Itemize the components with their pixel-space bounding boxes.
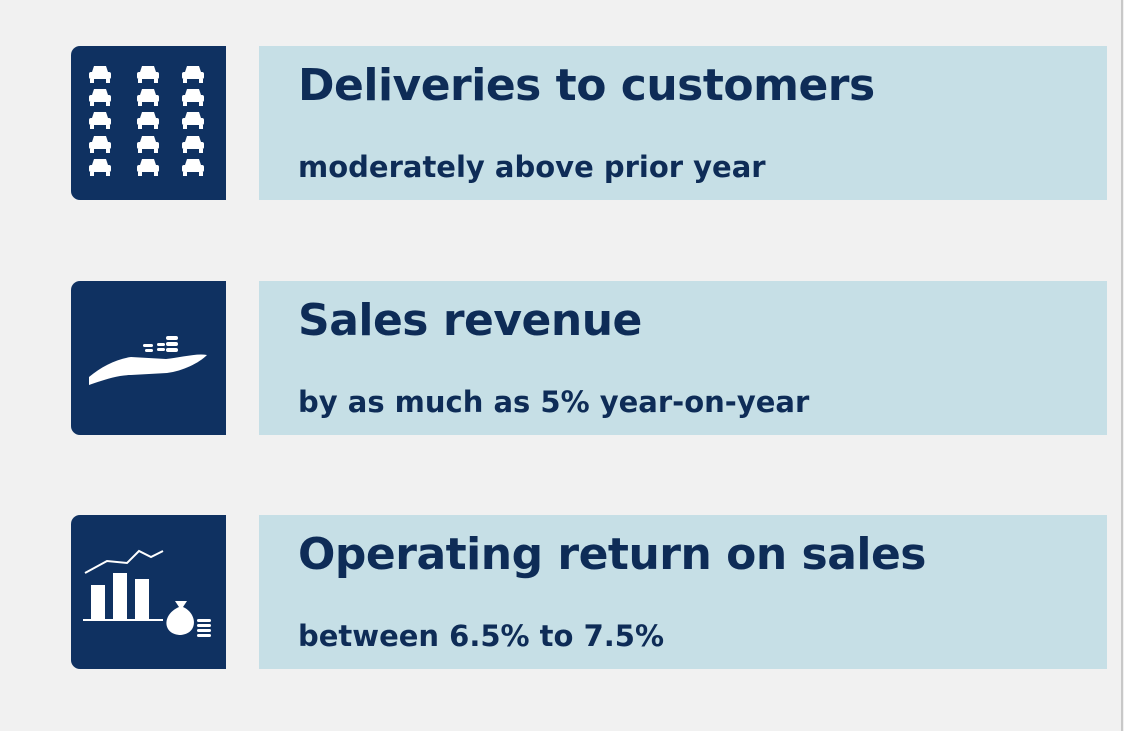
page-edge xyxy=(1121,0,1123,731)
car-icon xyxy=(89,89,111,106)
car-icon xyxy=(89,159,111,176)
item-title: Operating return on sales xyxy=(298,529,927,580)
item-title: Deliveries to customers xyxy=(298,60,875,111)
item-panel: Operating return on sales between 6.5% t… xyxy=(259,515,1107,669)
car-icon xyxy=(137,136,159,153)
car-icon xyxy=(137,112,159,129)
car-icon xyxy=(137,66,159,83)
item-subtitle: by as much as 5% year-on-year xyxy=(298,385,810,419)
car-icon xyxy=(137,89,159,106)
cars-graphic xyxy=(89,66,204,176)
item-subtitle: between 6.5% to 7.5% xyxy=(298,619,664,653)
car-icon xyxy=(89,112,111,129)
revenue-icon xyxy=(71,281,226,435)
car-icon xyxy=(182,112,204,129)
item-panel: Sales revenue by as much as 5% year-on-y… xyxy=(259,281,1107,435)
car-icon xyxy=(89,136,111,153)
car-icon xyxy=(182,136,204,153)
return-icon xyxy=(71,515,226,669)
item-title: Sales revenue xyxy=(298,295,642,346)
item-panel: Deliveries to customers moderately above… xyxy=(259,46,1107,200)
car-icon xyxy=(182,89,204,106)
cars-icon xyxy=(71,46,226,200)
car-icon xyxy=(182,66,204,83)
car-icon xyxy=(182,159,204,176)
car-icon xyxy=(137,159,159,176)
hand-coins-graphic xyxy=(89,336,207,385)
car-icon xyxy=(89,66,111,83)
bars-moneybag-graphic xyxy=(83,549,211,637)
item-subtitle: moderately above prior year xyxy=(298,150,766,184)
